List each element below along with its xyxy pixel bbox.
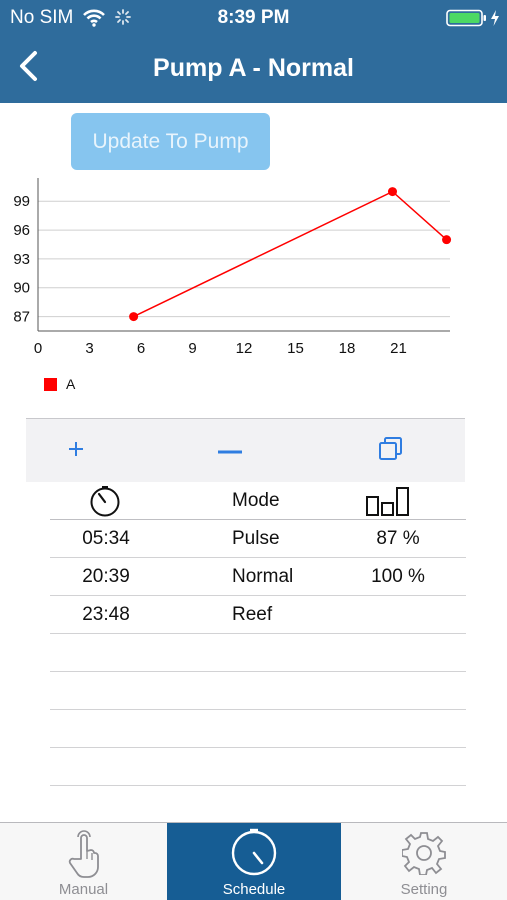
row-level: 87 % (376, 528, 420, 549)
empty-row (50, 710, 466, 748)
carrier-label: No SIM (10, 7, 74, 28)
bar-level-icon (365, 485, 411, 522)
page-title: Pump A - Normal (153, 54, 354, 82)
plus-icon (68, 441, 84, 462)
row-level: 100 % (371, 566, 425, 587)
remove-entry-button[interactable] (208, 429, 252, 473)
tab-manual-label: Manual (58, 881, 109, 898)
data-point (442, 235, 452, 245)
x-tick-label: 18 (339, 340, 356, 357)
schedule-chart: 87 90 93 96 99 0 3 6 9 12 15 18 21 (13, 178, 452, 357)
x-tick-label: 21 (390, 340, 407, 357)
timer-icon (229, 827, 279, 882)
table-row[interactable]: 05:34 Pulse 87 % (50, 520, 466, 558)
chevron-left-icon (17, 50, 39, 87)
minus-icon (217, 442, 243, 460)
table-row[interactable]: 20:39 Normal 100 % (50, 558, 466, 596)
y-tick-label: 99 (13, 193, 30, 210)
tab-bar: Manual Schedule Setting (0, 822, 507, 900)
timer-icon (88, 485, 122, 522)
add-entry-button[interactable] (54, 429, 98, 473)
row-mode: Normal (232, 566, 294, 587)
row-time: 05:34 (82, 528, 130, 549)
legend-label: A (66, 376, 76, 392)
table-header: Mode (50, 482, 466, 520)
chart-legend: A (44, 376, 75, 392)
x-tick-label: 9 (188, 340, 196, 357)
x-tick-label: 12 (236, 340, 253, 357)
empty-row (50, 634, 466, 672)
legend-swatch (44, 377, 57, 391)
charging-bolt-icon (490, 9, 500, 32)
tab-setting-label: Setting (400, 881, 448, 898)
x-tick-label: 3 (85, 340, 93, 357)
row-mode: Pulse (232, 528, 280, 549)
y-tick-label: 90 (13, 280, 30, 297)
tab-manual[interactable]: Manual (0, 823, 167, 900)
row-time: 23:48 (82, 604, 130, 625)
battery-icon (446, 9, 488, 32)
y-tick-label: 96 (13, 222, 30, 239)
series-line (133, 190, 448, 318)
update-to-pump-button[interactable]: Update To Pump (71, 113, 270, 170)
x-tick-label: 15 (287, 340, 304, 357)
tab-schedule-label: Schedule (222, 881, 286, 898)
y-tick-label: 87 (13, 309, 30, 326)
copy-entry-button[interactable] (369, 429, 413, 473)
row-mode: Reef (232, 604, 273, 625)
hand-tap-icon (64, 829, 104, 884)
empty-row (50, 786, 466, 824)
status-bar: No SIM (0, 0, 507, 36)
tab-setting[interactable]: Setting (341, 823, 507, 900)
wifi-icon (83, 9, 105, 32)
mode-column-header: Mode (232, 490, 280, 511)
nav-bar: Pump A - Normal (0, 36, 507, 103)
tab-schedule[interactable]: Schedule (167, 823, 341, 900)
row-time: 20:39 (82, 566, 130, 587)
empty-row (50, 748, 466, 786)
y-tick-label: 93 (13, 251, 30, 268)
empty-row (50, 672, 466, 710)
back-button[interactable] (8, 48, 48, 88)
schedule-toolbar (26, 418, 465, 482)
copy-icon (378, 436, 404, 467)
gear-icon (401, 831, 446, 880)
table-row[interactable]: 23:48 Reef (50, 596, 466, 634)
header: No SIM (0, 0, 507, 103)
schedule-table: Mode 05:34 Pulse 87 % 20:39 Normal 100 %… (50, 482, 466, 824)
row-level (350, 596, 446, 634)
x-tick-label: 0 (34, 340, 42, 357)
x-tick-label: 6 (137, 340, 145, 357)
activity-spinner-icon (115, 9, 131, 30)
data-point (129, 312, 139, 322)
status-time: 8:39 PM (217, 7, 290, 28)
data-point (387, 187, 397, 197)
